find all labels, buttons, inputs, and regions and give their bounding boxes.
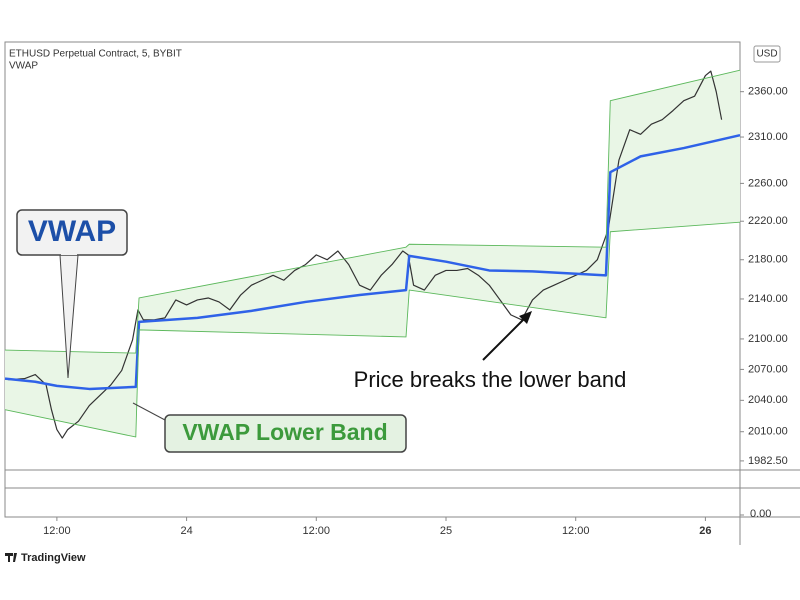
brand-logo[interactable] bbox=[5, 553, 17, 562]
band-line bbox=[4, 221, 741, 438]
y-tick-label: 2360.00 bbox=[748, 86, 788, 98]
y-tick-label: 2260.00 bbox=[748, 177, 788, 189]
y-tick-label: 2180.00 bbox=[748, 254, 788, 266]
y-tick-label: 2220.00 bbox=[748, 215, 788, 227]
currency-badge[interactable] bbox=[753, 45, 781, 63]
band-line bbox=[4, 69, 741, 354]
arrow-head bbox=[519, 311, 532, 324]
y-tick-label: 2140.00 bbox=[748, 293, 788, 305]
y-tick-label: 2070.00 bbox=[748, 363, 788, 375]
y-tick-label: 1982.50 bbox=[748, 455, 788, 467]
symbol-title: ETHUSD Perpetual Contract, 5, BYBIT bbox=[9, 49, 182, 60]
y-tick-label: 2100.00 bbox=[748, 333, 788, 345]
y-tick-label: 0.00 bbox=[750, 508, 771, 520]
arrow-shaft bbox=[482, 314, 529, 361]
vwap-line bbox=[4, 133, 741, 391]
x-tick-label: 24 bbox=[180, 525, 192, 537]
indicator-name: VWAP bbox=[9, 61, 38, 72]
plot-area bbox=[4, 69, 741, 439]
y-tick-label: 2310.00 bbox=[748, 131, 788, 143]
x-tick-label: 26 bbox=[699, 525, 711, 537]
lower-band-label: VWAP Lower Band bbox=[182, 419, 387, 445]
lower-band-pointer bbox=[132, 402, 166, 421]
x-tick-label: 12:00 bbox=[43, 525, 71, 537]
callout-pointer bbox=[59, 254, 79, 379]
price-line bbox=[8, 70, 723, 439]
x-tick-label: 25 bbox=[440, 525, 452, 537]
brand[interactable]: TradingView bbox=[21, 552, 86, 564]
x-tick-label: 12:00 bbox=[303, 525, 331, 537]
breaks-label: Price breaks the lower band bbox=[354, 367, 627, 392]
lower-band-callout bbox=[164, 414, 407, 453]
currency[interactable]: USD bbox=[756, 49, 777, 60]
y-tick-label: 2010.00 bbox=[748, 426, 788, 438]
vwap-label: VWAP bbox=[28, 215, 116, 248]
y-tick-label: 2040.00 bbox=[748, 394, 788, 406]
x-tick-label: 12:00 bbox=[562, 525, 590, 537]
